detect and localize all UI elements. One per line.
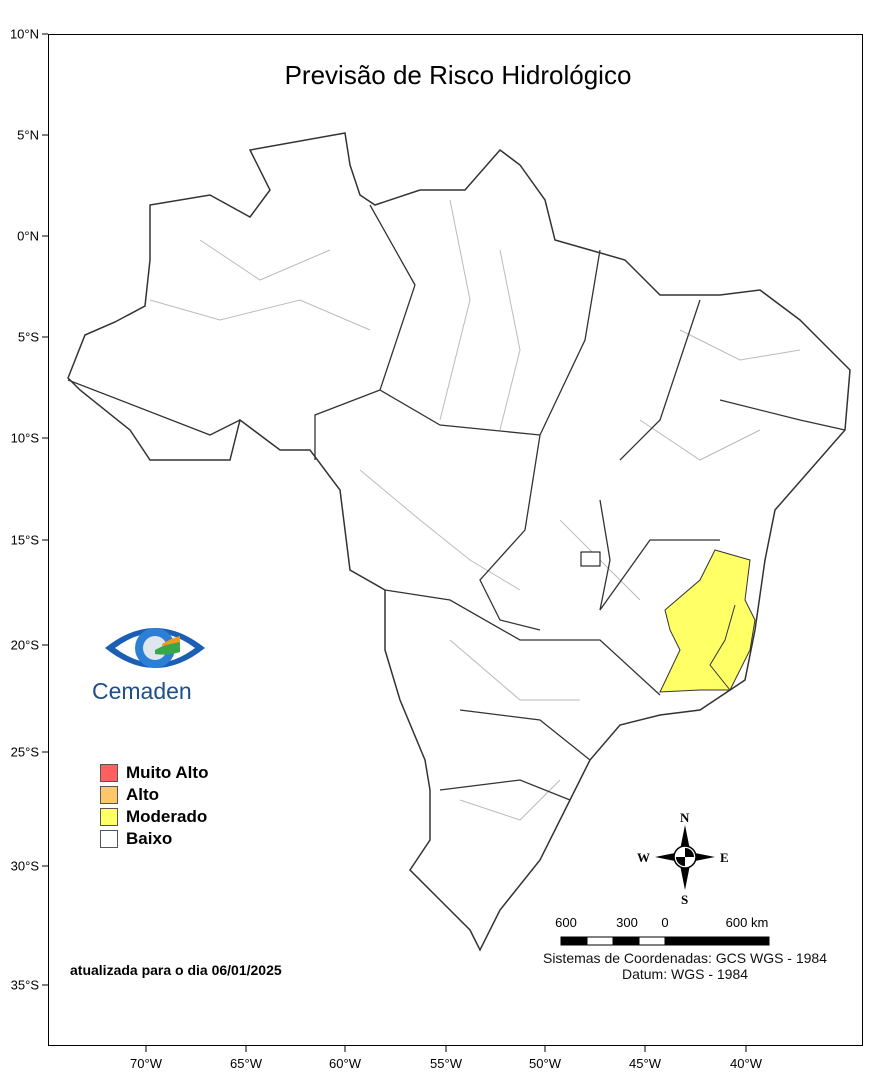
compass-n: N: [680, 810, 690, 825]
lon-label: 65°W: [230, 1056, 262, 1071]
scale-label: 600 km: [725, 915, 769, 930]
lat-label: 5°S: [17, 329, 39, 345]
compass-rose-icon: [655, 825, 715, 890]
scale-label: 600: [555, 915, 577, 930]
legend-label: Moderado: [126, 807, 208, 826]
legend-item: Moderado: [100, 806, 208, 828]
lon-label: 55°W: [430, 1056, 462, 1071]
lon-label: 40°W: [730, 1056, 762, 1071]
lat-label: 5°N: [17, 127, 39, 143]
cemaden-logo-icon: [105, 628, 205, 668]
map-title: Previsão de Risco Hidrológico: [284, 60, 632, 90]
municipal-borders: [149, 199, 801, 821]
state-borders: [67, 204, 846, 801]
lat-label: 15°S: [10, 532, 39, 548]
legend-item: Muito Alto: [100, 762, 208, 784]
federal-district: [580, 551, 601, 567]
legend-swatch: [100, 786, 118, 804]
lon-label: 50°W: [529, 1056, 561, 1071]
legend-swatch: [100, 830, 118, 848]
legend-swatch: [100, 764, 118, 782]
update-date: atualizada para o dia 06/01/2025: [70, 962, 282, 978]
legend-label: Muito Alto: [126, 763, 209, 782]
lat-label: 0°N: [17, 228, 39, 244]
lon-label: 70°W: [130, 1056, 162, 1071]
scale-bar: [560, 936, 770, 946]
coordinate-system: Sistemas de Coordenadas: GCS WGS - 1984: [542, 950, 828, 966]
lat-label: 10°N: [9, 26, 39, 42]
lon-label: 60°W: [329, 1056, 361, 1071]
lat-label: 25°S: [10, 744, 39, 760]
legend-item: Alto: [100, 784, 208, 806]
coordinate-info: Sistemas de Coordenadas: GCS WGS - 1984 …: [500, 950, 870, 982]
scale-label: 0: [661, 915, 669, 930]
map-frame: [48, 34, 863, 1046]
scale-label: 300: [616, 915, 638, 930]
lat-label: 10°S: [10, 430, 39, 446]
logo-text: Cemaden: [92, 678, 192, 704]
lat-label: 20°S: [10, 637, 39, 653]
compass-e: E: [720, 850, 729, 865]
legend-label: Baixo: [126, 829, 173, 848]
risk-area-moderado: [659, 549, 756, 693]
legend-label: Alto: [126, 785, 160, 804]
lat-label: 35°S: [10, 977, 39, 993]
legend-swatch: [100, 808, 118, 826]
lon-label: 45°W: [629, 1056, 661, 1071]
legend: Muito Alto Alto Moderado Baixo: [100, 762, 208, 850]
compass-w: W: [637, 850, 650, 865]
legend-item: Baixo: [100, 828, 208, 850]
compass-s: S: [681, 892, 689, 907]
lat-label: 30°S: [10, 858, 39, 874]
datum: Datum: WGS - 1984: [621, 966, 749, 982]
